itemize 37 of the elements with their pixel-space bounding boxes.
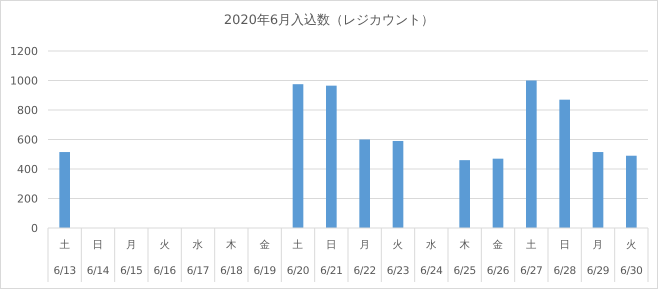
category-label: 土 6/27 [520,239,543,277]
category-label: 木 6/25 [453,239,476,277]
category-label: 火 6/30 [620,239,643,277]
category-label: 月 6/15 [120,239,143,277]
bar [292,84,304,228]
category-label: 火 6/23 [386,239,410,277]
category-label: 土 6/13 [53,239,76,277]
category-label: 金 6/26 [486,239,510,277]
bar [359,140,370,228]
chart-title: 2020年6月入込数（レジカウント） [224,13,434,28]
bar [459,160,470,228]
category-label: 日 6/28 [553,239,576,277]
bar [392,140,404,228]
bar [626,156,637,228]
bar [492,158,504,228]
category-label: 水 6/17 [186,239,210,277]
category-label: 土 6/20 [286,239,310,277]
y-tick-label: 1200 [10,45,38,58]
category-label: 木 6/18 [220,239,243,277]
y-tick-label: 1000 [10,74,38,88]
bar [592,152,604,228]
bar [326,86,337,228]
y-tick-label: 800 [17,104,38,117]
y-tick-label: 0 [31,222,38,235]
y-tick-label: 200 [17,192,38,206]
y-tick-label: 400 [17,163,38,176]
category-label: 金 6/19 [253,239,276,277]
category-label: 日 6/14 [86,239,110,277]
bar [526,80,537,228]
bar [559,100,570,228]
category-label: 月 6/22 [353,239,376,277]
category-label: 月 6/29 [586,239,610,277]
y-tick-label: 600 [17,134,38,146]
bar [59,152,70,228]
category-label: 水 6/24 [420,239,443,277]
category-label: 日 6/21 [320,239,343,277]
category-label: 火 6/16 [153,239,176,277]
